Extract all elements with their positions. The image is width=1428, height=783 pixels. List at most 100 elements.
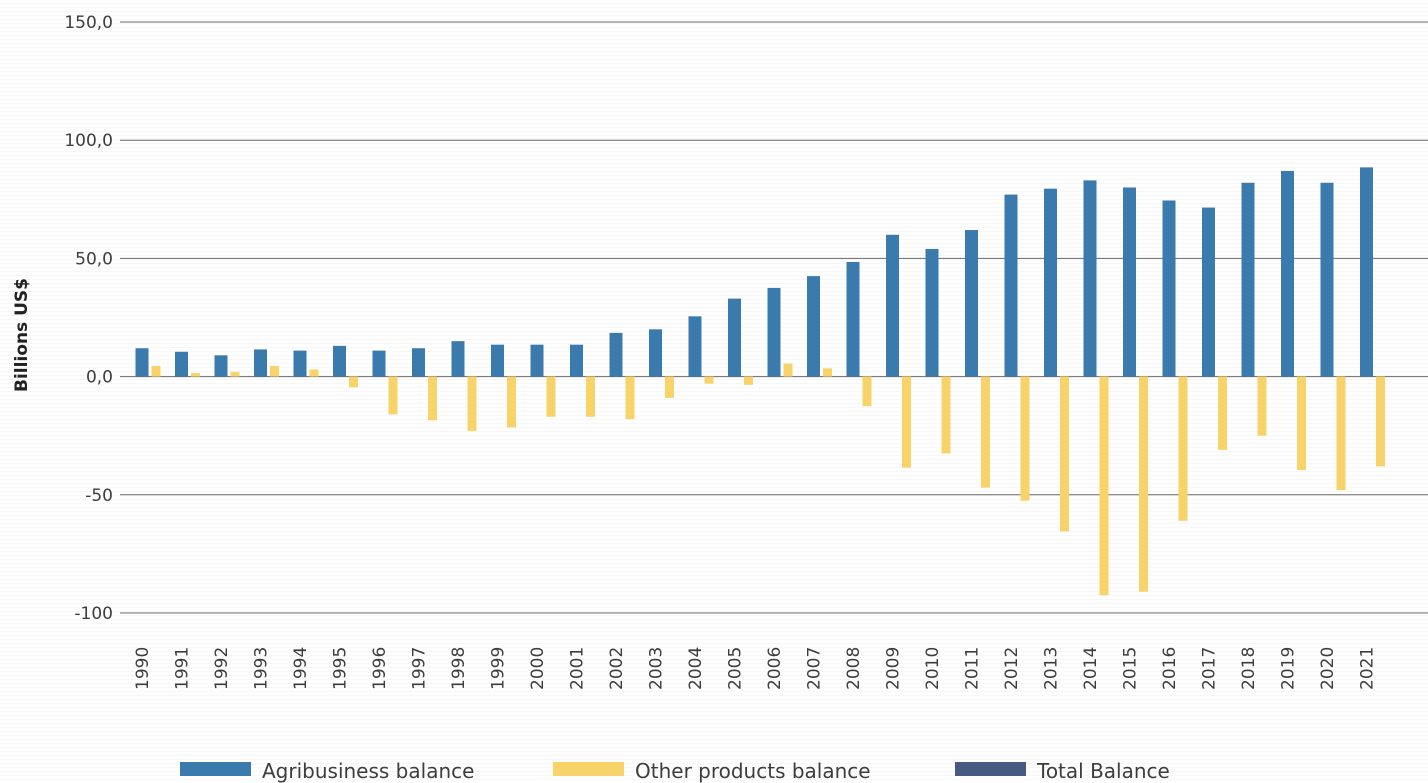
x-tick-label: 2012 bbox=[1002, 647, 1022, 690]
x-axis-ticks: 1990 1991 1992 1993 1994 1995 1996 1997 1998 1999… bbox=[133, 647, 1378, 690]
legend-label: Total Balance bbox=[1036, 759, 1170, 783]
bar-other-products-2007 bbox=[823, 368, 832, 377]
bar-agribusiness-2000 bbox=[530, 344, 544, 377]
bar-agribusiness-2005 bbox=[728, 298, 741, 377]
x-tick-label: 2019 bbox=[1279, 647, 1299, 690]
bar-agribusiness-1993 bbox=[254, 349, 267, 377]
bar-other-products-2008 bbox=[862, 376, 872, 407]
bar-other-products-2011 bbox=[981, 376, 990, 488]
x-tick-label: 2008 bbox=[844, 647, 864, 690]
bar-other-products-2018 bbox=[1257, 376, 1267, 436]
bar-agribusiness-2009 bbox=[886, 234, 899, 377]
bar-agribusiness-1992 bbox=[214, 355, 228, 377]
bar-agribusiness-2003 bbox=[649, 329, 662, 377]
bar-other-products-2021 bbox=[1376, 376, 1385, 467]
bar-agribusiness-2021 bbox=[1360, 167, 1373, 377]
bar-agribusiness-2011 bbox=[965, 230, 978, 377]
x-tick-label: 2016 bbox=[1160, 647, 1180, 690]
y-tick-label: 100,0 bbox=[64, 131, 113, 151]
y-tick-label: 0,0 bbox=[86, 368, 113, 388]
bars bbox=[135, 167, 1385, 596]
bar-agribusiness-2019 bbox=[1281, 170, 1294, 377]
bar-agribusiness-2007 bbox=[807, 276, 820, 377]
bar-other-products-2004 bbox=[704, 376, 714, 384]
x-tick-label: 2010 bbox=[923, 647, 943, 690]
bar-other-products-2015 bbox=[1139, 376, 1148, 592]
bar-other-products-2013 bbox=[1060, 376, 1069, 532]
bar-other-products-1990 bbox=[151, 365, 161, 377]
bar-agribusiness-2020 bbox=[1320, 182, 1334, 377]
bar-agribusiness-2001 bbox=[570, 344, 583, 377]
bar-agribusiness-1996 bbox=[372, 350, 386, 377]
x-tick-label: 2007 bbox=[805, 647, 825, 690]
y-axis-label: Billions US$ bbox=[12, 278, 32, 392]
bar-other-products-2014 bbox=[1099, 376, 1109, 596]
bar-agribusiness-2006 bbox=[767, 287, 781, 377]
legend: Agribusiness balance Other products balan… bbox=[180, 759, 1170, 783]
x-tick-label: 1993 bbox=[252, 647, 272, 690]
x-tick-label: 1995 bbox=[331, 647, 351, 690]
bar-agribusiness-1995 bbox=[333, 345, 346, 377]
legend-label: Agribusiness balance bbox=[262, 759, 474, 783]
bar-other-products-2006 bbox=[783, 363, 793, 377]
legend-label: Other products balance bbox=[635, 759, 871, 783]
bar-agribusiness-1999 bbox=[491, 344, 504, 377]
bar-agribusiness-2015 bbox=[1123, 187, 1136, 377]
x-tick-label: 1994 bbox=[291, 647, 311, 690]
x-tick-label: 2009 bbox=[884, 647, 904, 690]
bar-other-products-1999 bbox=[507, 376, 516, 428]
bar-other-products-1994 bbox=[309, 369, 319, 377]
y-tick-label: -50 bbox=[85, 486, 113, 506]
bar-other-products-2019 bbox=[1297, 376, 1306, 470]
bar-other-products-2012 bbox=[1020, 376, 1030, 501]
bar-agribusiness-1990 bbox=[135, 348, 149, 377]
bar-other-products-2003 bbox=[665, 376, 674, 398]
x-tick-label: 1996 bbox=[370, 647, 390, 690]
x-tick-label: 2000 bbox=[528, 647, 548, 690]
y-tick-label: 150,0 bbox=[64, 13, 113, 33]
bar-agribusiness-2008 bbox=[846, 261, 860, 377]
bar-other-products-2009 bbox=[902, 376, 911, 468]
y-axis-ticks: 150,0 100,0 50,0 0,0 -50 -100 bbox=[64, 13, 113, 624]
x-tick-label: 2021 bbox=[1358, 647, 1378, 690]
x-tick-label: 1997 bbox=[410, 647, 430, 690]
bar-other-products-1993 bbox=[270, 365, 279, 377]
bar-agribusiness-1991 bbox=[175, 351, 188, 377]
x-tick-label: 2005 bbox=[726, 647, 746, 690]
legend-swatch bbox=[955, 762, 1026, 776]
legend-swatch bbox=[553, 762, 624, 776]
bar-agribusiness-2002 bbox=[609, 332, 623, 377]
x-tick-label: 2002 bbox=[607, 647, 627, 690]
bar-other-products-1995 bbox=[349, 376, 358, 388]
bar-agribusiness-2017 bbox=[1202, 207, 1215, 377]
bar-agribusiness-2016 bbox=[1162, 200, 1176, 377]
x-tick-label: 1992 bbox=[212, 647, 232, 690]
x-tick-label: 2014 bbox=[1081, 647, 1101, 690]
bar-agribusiness-1994 bbox=[293, 350, 307, 377]
bar-agribusiness-2012 bbox=[1004, 194, 1018, 377]
bar-agribusiness-2010 bbox=[925, 248, 939, 377]
x-tick-label: 2003 bbox=[647, 647, 667, 690]
bar-other-products-2002 bbox=[625, 376, 635, 420]
bar-other-products-1998 bbox=[467, 376, 477, 431]
bar-other-products-1992 bbox=[230, 371, 240, 377]
bar-agribusiness-2004 bbox=[688, 316, 702, 377]
x-tick-label: 1999 bbox=[489, 647, 509, 690]
x-tick-label: 1998 bbox=[449, 647, 469, 690]
bar-agribusiness-1998 bbox=[451, 341, 465, 377]
bar-agribusiness-2013 bbox=[1044, 188, 1057, 377]
x-tick-label: 2013 bbox=[1042, 647, 1062, 690]
bar-other-products-2017 bbox=[1218, 376, 1227, 450]
bar-agribusiness-2014 bbox=[1083, 180, 1097, 377]
x-tick-label: 2011 bbox=[963, 647, 983, 690]
bar-other-products-1991 bbox=[191, 373, 200, 377]
y-tick-label: 50,0 bbox=[75, 249, 113, 269]
bar-other-products-2016 bbox=[1178, 376, 1188, 521]
bar-other-products-2001 bbox=[586, 376, 595, 417]
bar-agribusiness-1997 bbox=[412, 348, 425, 377]
legend-swatch bbox=[180, 762, 251, 776]
bar-other-products-1997 bbox=[428, 376, 437, 421]
bar-other-products-2000 bbox=[546, 376, 556, 417]
bar-other-products-2005 bbox=[744, 376, 753, 385]
x-tick-label: 2001 bbox=[568, 647, 588, 690]
